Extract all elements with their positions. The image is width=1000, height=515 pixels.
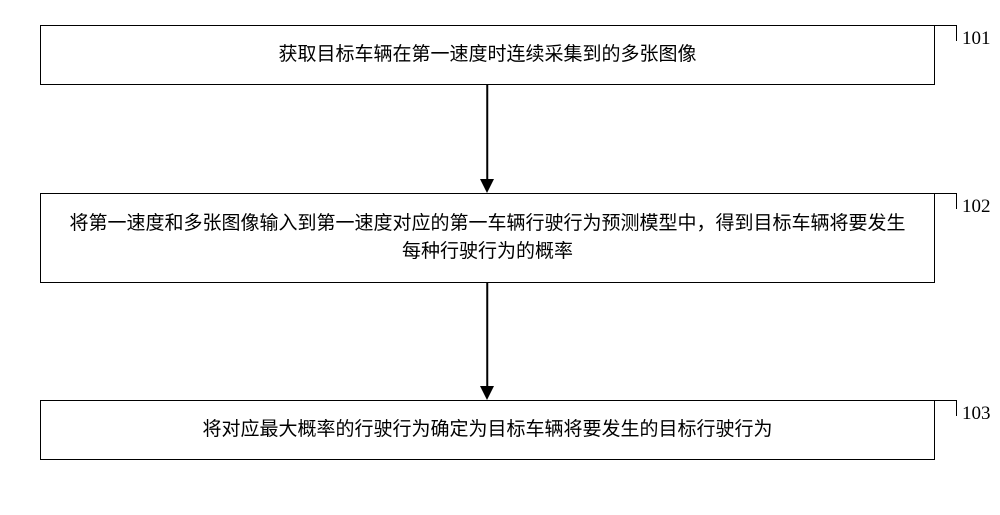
step-1-text: 获取目标车辆在第一速度时连续采集到的多张图像 [278,41,696,70]
step-2-label: 102 [962,196,991,218]
arrow-1-line [486,85,488,179]
label-connector-1 [935,25,957,41]
step-3-text: 将对应最大概率的行驶行为确定为目标车辆将要发生的目标行驶行为 [202,416,772,445]
step-3-label: 103 [962,403,991,425]
step-2-text: 将第一速度和多张图像输入到第一速度对应的第一车辆行驶行为预测模型中，得到目标车辆… [61,210,914,267]
step-1-label: 101 [962,28,991,50]
flowchart-step-1: 获取目标车辆在第一速度时连续采集到的多张图像 [40,25,935,85]
arrow-2-head [480,386,494,400]
flowchart-step-3: 将对应最大概率的行驶行为确定为目标车辆将要发生的目标行驶行为 [40,400,935,460]
arrow-1-head [480,179,494,193]
label-connector-3 [935,400,957,416]
label-connector-2 [935,193,957,209]
flowchart-container: 获取目标车辆在第一速度时连续采集到的多张图像 101 将第一速度和多张图像输入到… [40,25,960,495]
flowchart-step-2: 将第一速度和多张图像输入到第一速度对应的第一车辆行驶行为预测模型中，得到目标车辆… [40,193,935,283]
arrow-2-line [486,283,488,386]
